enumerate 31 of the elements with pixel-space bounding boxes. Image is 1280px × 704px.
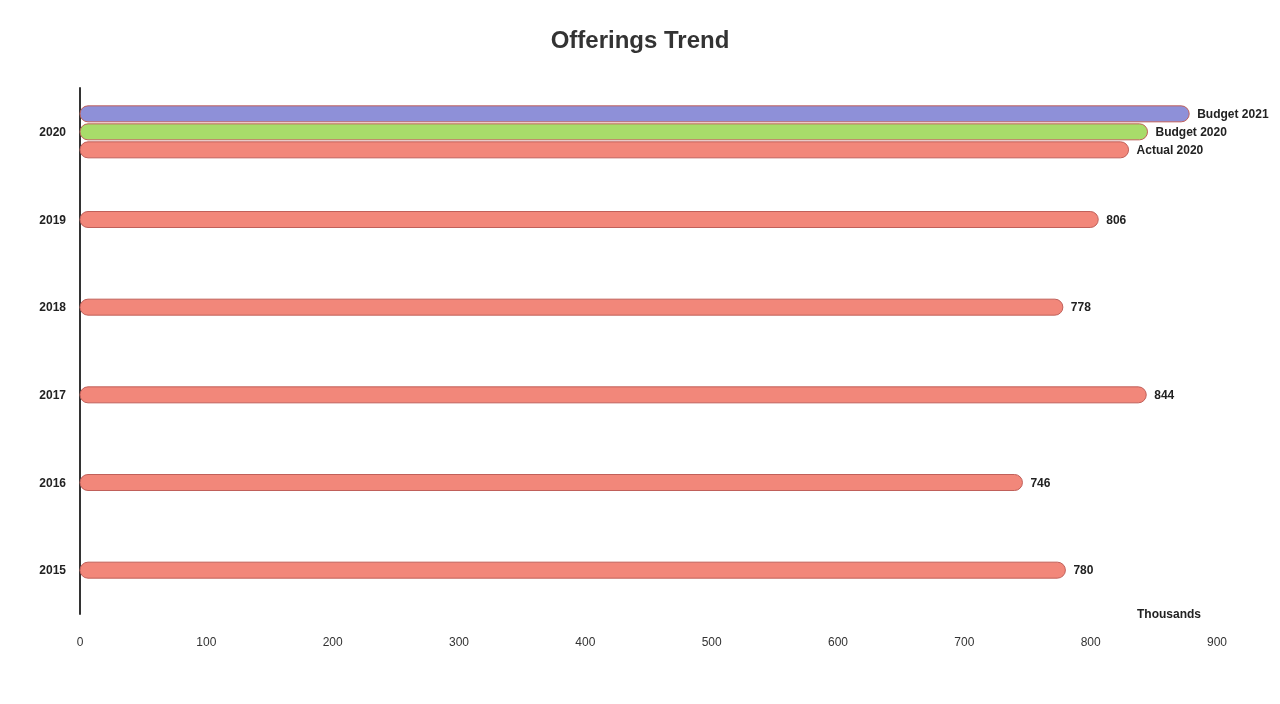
data-label: Budget 2021 bbox=[1197, 106, 1269, 121]
y-tick-label: 2019 bbox=[39, 212, 67, 227]
x-axis-title: Thousands bbox=[1137, 607, 1202, 621]
x-tick-label: 900 bbox=[1206, 635, 1228, 649]
data-label: 806 bbox=[1106, 212, 1127, 227]
data-label: Actual 2020 bbox=[1136, 142, 1204, 157]
x-tick-label: 400 bbox=[575, 635, 596, 649]
bar bbox=[79, 211, 1099, 228]
x-tick-label: 700 bbox=[954, 635, 975, 649]
x-tick-label: 300 bbox=[448, 635, 470, 649]
x-tick-label: 100 bbox=[196, 635, 217, 649]
data-label: 746 bbox=[1030, 475, 1051, 490]
bar bbox=[79, 298, 1064, 316]
chart-title: Offerings Trend bbox=[550, 25, 730, 53]
y-tick-label: 2016 bbox=[39, 475, 67, 490]
x-tick-label: 500 bbox=[701, 635, 722, 649]
data-label: Budget 2020 bbox=[1155, 124, 1228, 139]
x-tick-label: 0 bbox=[76, 635, 84, 649]
data-label: 778 bbox=[1070, 300, 1092, 315]
x-tick-label: 800 bbox=[1080, 635, 1101, 649]
bar bbox=[79, 561, 1066, 579]
y-tick-label: 2017 bbox=[39, 387, 67, 402]
y-tick-label: 2020 bbox=[39, 124, 67, 139]
x-tick-label: 200 bbox=[322, 635, 343, 649]
data-label: 844 bbox=[1154, 387, 1175, 402]
bar bbox=[79, 386, 1147, 404]
y-tick-label: 2018 bbox=[39, 300, 67, 315]
y-tick-label: 2015 bbox=[39, 563, 67, 578]
x-tick-label: 600 bbox=[827, 635, 849, 649]
bar bbox=[79, 474, 1023, 491]
data-label: 780 bbox=[1073, 563, 1094, 578]
